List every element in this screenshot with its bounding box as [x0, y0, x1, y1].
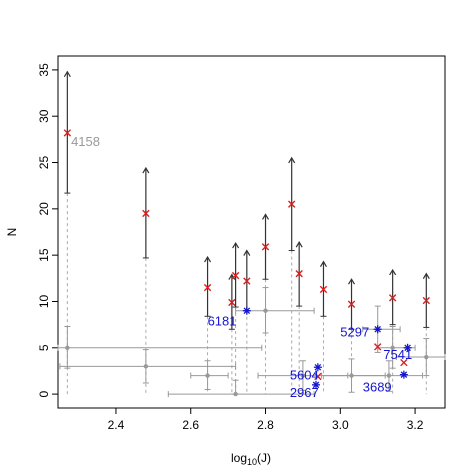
arrow-head	[389, 268, 397, 276]
grey-point	[263, 308, 268, 313]
arrow-head	[204, 255, 212, 263]
arrow-head	[422, 272, 430, 279]
grey-point	[233, 391, 238, 397]
grey-point	[143, 364, 149, 369]
annotation-label: 6181	[208, 314, 237, 329]
y-tick-label: 25	[37, 156, 51, 170]
x-axis: 2.4 2.6 2.8 3.0 3.2	[108, 408, 424, 432]
grey-point	[390, 345, 395, 350]
x-tick-label: 3.2	[407, 418, 424, 432]
cross-marker	[374, 343, 382, 351]
y-tick-label: 35	[37, 63, 51, 77]
cross-marker	[63, 129, 72, 137]
arrow-head	[295, 241, 303, 248]
cross-marker	[288, 200, 296, 208]
grey-point	[386, 373, 392, 378]
x-tick-label: 3.0	[332, 418, 349, 432]
annotations: 4158 6181 5297 7541 5604 2967 3689	[71, 134, 412, 400]
grey-point	[205, 373, 210, 378]
annotation-label: 3689	[363, 379, 392, 394]
arrow-head	[288, 156, 296, 164]
grey-point	[65, 345, 70, 350]
x-tick-label: 2.6	[182, 418, 199, 432]
x-tick-label: 2.8	[257, 418, 274, 432]
arrow-head	[142, 166, 150, 174]
cross-marker	[142, 209, 150, 218]
arrow-head	[243, 249, 251, 256]
annotation-label: 5297	[340, 325, 369, 340]
arrow-head	[348, 278, 356, 285]
star-marker	[243, 307, 251, 315]
annotation-label: 5604	[290, 367, 319, 382]
x-axis-title: log10(J)	[231, 451, 271, 467]
cross-marker	[314, 372, 322, 381]
x-tick-label: 2.4	[108, 418, 125, 432]
y-tick-label: 20	[37, 202, 51, 216]
grey-point	[424, 354, 429, 360]
star-marker	[312, 381, 320, 389]
upper-limits	[63, 70, 430, 381]
star-marker	[314, 363, 322, 371]
cross-marker	[295, 269, 303, 278]
y-axis: 0 5 10 15 20 25 30 35	[37, 63, 58, 397]
arrow-head	[262, 213, 270, 220]
cross-marker	[203, 283, 212, 292]
cross-marker	[388, 294, 397, 302]
y-tick-label: 10	[37, 294, 51, 308]
cross-marker	[261, 243, 270, 251]
y-tick-label: 5	[37, 344, 51, 351]
y-tick-label: 15	[37, 248, 51, 262]
cross-marker	[319, 285, 328, 294]
cross-marker	[400, 358, 408, 367]
star-marker	[374, 325, 381, 333]
arrow-head	[319, 260, 327, 267]
cross-marker	[228, 298, 236, 307]
y-tick-label: 30	[37, 109, 51, 123]
plot-frame	[57, 55, 446, 409]
annotation-label: 4158	[71, 134, 100, 149]
annotation-label: 7541	[383, 347, 412, 362]
grey-point	[300, 373, 306, 378]
cross-marker	[422, 296, 430, 305]
arrow-head	[63, 70, 71, 78]
star-marker	[400, 371, 408, 378]
cross-marker	[231, 271, 240, 280]
y-tick-label: 0	[37, 390, 51, 397]
star-points	[242, 306, 412, 389]
annotation-label: 2967	[290, 385, 319, 400]
y-axis-title: N	[5, 228, 19, 237]
arrow-head	[232, 241, 240, 249]
cross-marker	[347, 300, 356, 308]
cross-marker	[243, 277, 251, 285]
star-marker	[404, 344, 411, 352]
